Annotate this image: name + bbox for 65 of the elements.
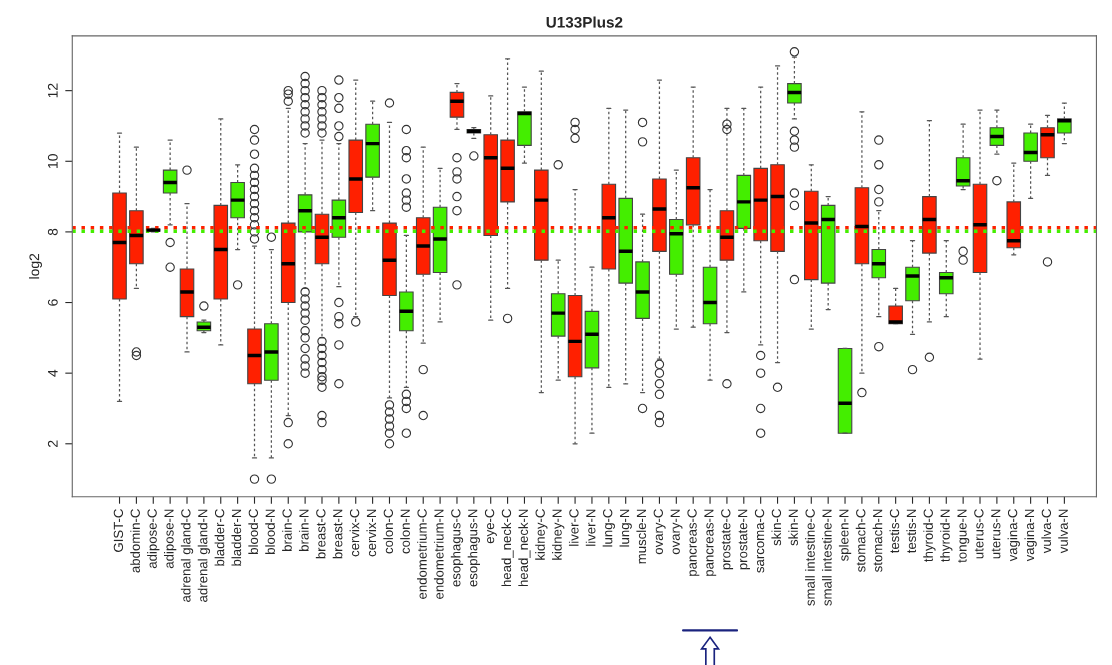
x-tick-label: prostate-C	[721, 509, 734, 570]
x-tick-label: endometrium-N	[433, 509, 444, 599]
x-tick-label: kidney-C	[535, 509, 548, 560]
x-tick-label: adipose-N	[163, 509, 177, 569]
x-tick-label: pancreas-C	[687, 509, 700, 576]
y-axis-title: log2	[29, 253, 42, 279]
x-tick-label: cervix-N	[366, 509, 377, 557]
x-tick-label: lung-N	[619, 509, 632, 547]
x-tick-label: stomach-N	[872, 509, 883, 572]
x-tick-label: colon-N	[400, 509, 410, 554]
x-tick-label: breast-N	[332, 509, 343, 559]
x-tick-label: brain-N	[298, 509, 309, 551]
x-tick-label: vagina-C	[1007, 509, 1020, 562]
x-tick-label: uterus-C	[974, 509, 984, 559]
x-tick-label: stomach-C	[855, 509, 866, 572]
x-tick-label: head_neck-C	[501, 509, 514, 587]
x-tick-label: thyroid-N	[940, 509, 953, 562]
y-tick-label: 10	[47, 154, 58, 168]
chart-title: U133Plus2	[546, 16, 623, 28]
x-tick-label: kidney-N	[552, 509, 565, 560]
x-tick-label: cervix-C	[349, 509, 360, 557]
x-tick-label: skin-C	[771, 509, 782, 546]
x-tick-label: esophagus-N	[467, 509, 480, 587]
x-tick-label: eye-C	[484, 509, 497, 544]
x-tick-label: GIST-C	[113, 509, 124, 552]
y-tick-label: 4	[48, 369, 58, 377]
y-tick-label: 8	[47, 228, 58, 236]
x-tick-label: lung-C	[602, 509, 615, 547]
x-tick-label: colon-C	[383, 509, 394, 554]
x-tick-label: breast-C	[315, 509, 326, 559]
x-tick-label: vulva-C	[1041, 509, 1052, 554]
y-tick-label: 6	[47, 299, 58, 306]
x-tick-label: blood-C	[248, 509, 259, 554]
x-tick-label: adipose-C	[147, 509, 160, 569]
x-tick-label: adrenal gland-N	[197, 509, 211, 602]
x-tick-label: liver-N	[585, 509, 596, 546]
y-tick-label: 12	[47, 83, 58, 98]
x-tick-label: tongue-N	[957, 509, 970, 563]
x-tick-label: uterus-N	[991, 509, 1001, 559]
x-tick-label: head_neck-N	[518, 509, 531, 587]
x-tick-label: adrenal gland-C	[180, 509, 194, 602]
y-tick-label: 2	[47, 440, 58, 447]
x-tick-label: spleen-N	[838, 509, 852, 561]
x-tick-label: bladder-C	[214, 509, 225, 566]
x-tick-label: prostate-N	[738, 509, 750, 570]
x-tick-label: small intestine-N	[822, 509, 832, 606]
x-tick-label: brain-C	[282, 509, 292, 551]
x-tick-label: small intestine-C	[805, 509, 815, 606]
x-tick-label: esophagus-C	[450, 509, 464, 587]
x-tick-label: muscle-N	[636, 509, 647, 564]
x-tick-label: pancreas-N	[704, 509, 717, 576]
x-tick-label: ovary-N	[670, 509, 683, 555]
x-tick-label: testis-N	[906, 509, 917, 554]
x-tick-label: testis-C	[889, 509, 900, 554]
x-tick-label: ovary-C	[653, 509, 666, 555]
x-tick-label: sarcoma-C	[754, 509, 765, 573]
x-tick-label: blood-N	[265, 509, 275, 554]
x-tick-label: vulva-N	[1058, 509, 1068, 554]
x-tick-label: abdomin-C	[130, 509, 140, 573]
x-tick-label: vagina-N	[1024, 509, 1037, 562]
x-tick-label: bladder-N	[231, 509, 242, 566]
x-tick-label: endometrium-C	[417, 509, 427, 599]
x-tick-label: skin-N	[788, 509, 798, 546]
x-tick-label: liver-C	[568, 509, 579, 546]
x-tick-label: thyroid-C	[923, 509, 936, 562]
